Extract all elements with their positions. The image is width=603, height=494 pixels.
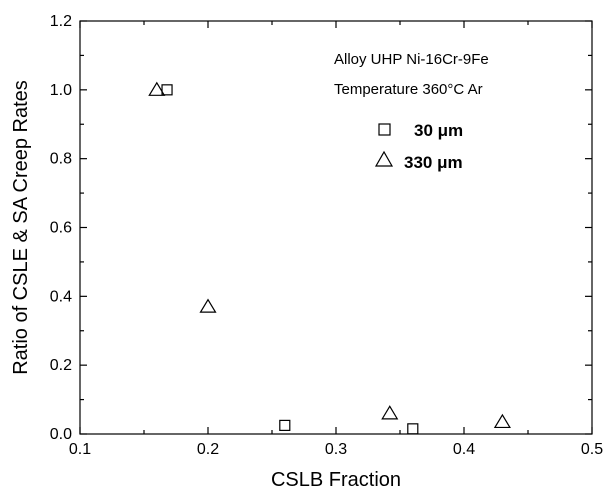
- y-tick-label: 0.8: [50, 151, 72, 168]
- y-axis-label: Ratio of CSLE & SA Creep Rates: [10, 80, 32, 375]
- x-tick-label: 0.1: [69, 441, 91, 458]
- y-tick-label: 1.0: [50, 82, 72, 99]
- annotation-alloy: Alloy UHP Ni-16Cr-9Fe: [334, 51, 489, 68]
- x-tick-label: 0.3: [325, 441, 347, 458]
- y-tick-label: 0.2: [50, 357, 72, 374]
- y-tick-label: 0.0: [50, 426, 72, 443]
- triangle-data-point: [493, 413, 511, 429]
- axis-tick-labels: 0.1 0.2 0.3 0.4 0.5 0.0 0.2 0.4 0.6 0.8 1.0 1.2: [50, 13, 603, 458]
- legend-triangle-marker: [374, 150, 394, 167]
- axis-ticks: [79, 20, 593, 435]
- legend-label-330um: 330 μm: [404, 153, 463, 172]
- triangle-data-point: [199, 298, 217, 313]
- square-data-point: [407, 423, 419, 435]
- square-data-point: [279, 419, 291, 431]
- legend-square-marker: [378, 123, 391, 136]
- y-tick-label: 1.2: [50, 13, 72, 30]
- legend: 30 μm 330 μm: [374, 121, 463, 172]
- triangle-data-point: [148, 81, 166, 96]
- x-tick-label: 0.2: [197, 441, 219, 458]
- annotation-temperature: Temperature 360°C Ar: [334, 81, 483, 98]
- x-tick-label: 0.4: [453, 441, 475, 458]
- legend-label-30um: 30 μm: [414, 121, 463, 140]
- square-data-point: [161, 84, 173, 96]
- y-tick-label: 0.6: [50, 220, 72, 237]
- data-markers: [148, 81, 511, 435]
- x-tick-label: 0.5: [581, 441, 603, 458]
- triangle-data-point: [381, 405, 399, 420]
- y-tick-label: 0.4: [50, 288, 72, 305]
- x-axis-label: CSLB Fraction: [271, 469, 401, 491]
